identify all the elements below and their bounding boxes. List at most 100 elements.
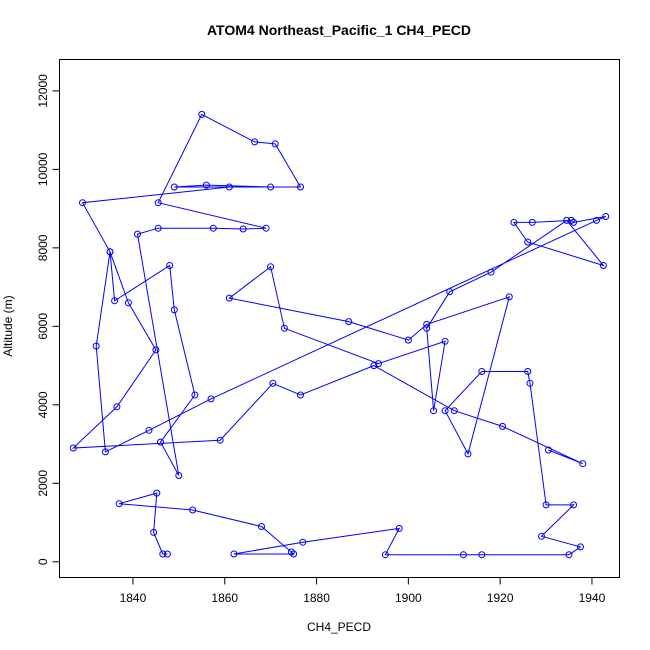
- data-point: [538, 532, 545, 540]
- data-point: [209, 224, 217, 232]
- data-point: [154, 224, 162, 232]
- series-group: [69, 110, 610, 559]
- y-tick-label: 0: [36, 558, 50, 565]
- data-point: [225, 183, 233, 191]
- x-tick-label: 1860: [211, 591, 238, 605]
- data-point: [166, 262, 174, 269]
- data-point: [593, 216, 600, 224]
- data-point: [345, 318, 353, 326]
- data-point: [423, 324, 431, 332]
- data-point: [154, 199, 162, 207]
- data-point: [299, 538, 307, 546]
- data-point: [544, 446, 552, 454]
- data-point: [124, 299, 132, 307]
- data-point: [459, 551, 467, 559]
- data-point: [570, 218, 578, 226]
- data-point: [287, 548, 295, 556]
- data-point: [145, 426, 153, 434]
- data-point: [528, 218, 536, 226]
- data-point: [423, 320, 431, 328]
- data-point: [404, 336, 412, 344]
- data-point: [115, 500, 123, 508]
- data-point: [113, 403, 121, 411]
- data-point: [239, 225, 247, 233]
- data-point: [111, 297, 119, 305]
- data-point: [565, 551, 573, 559]
- data-point: [271, 140, 279, 148]
- data-point: [370, 362, 378, 370]
- data-point: [375, 360, 382, 368]
- data-point: [563, 216, 571, 224]
- data-point: [579, 460, 587, 468]
- data-point: [542, 501, 550, 509]
- y-tick-label: 6000: [36, 313, 50, 340]
- data-point: [163, 550, 171, 558]
- data-point: [577, 543, 584, 551]
- data-point: [297, 183, 304, 191]
- series-line: [71, 113, 606, 556]
- data-point: [230, 550, 238, 558]
- data-point: [297, 391, 304, 399]
- data-point: [381, 551, 389, 559]
- data-point: [159, 550, 167, 558]
- data-point: [526, 379, 534, 387]
- data-point: [189, 506, 197, 514]
- data-point: [570, 501, 578, 509]
- data-point: [191, 391, 199, 399]
- x-tick-label: 1880: [303, 591, 330, 605]
- data-point: [69, 444, 77, 452]
- data-point: [280, 324, 288, 332]
- data-point: [450, 407, 458, 415]
- data-point: [258, 523, 265, 530]
- data-point: [446, 288, 454, 296]
- data-point: [157, 438, 164, 446]
- y-tick-label: 2000: [36, 470, 50, 497]
- data-point: [478, 551, 486, 559]
- data-point: [170, 183, 178, 191]
- data-point: [478, 368, 486, 375]
- y-tick-label: 8000: [36, 234, 50, 261]
- data-point: [198, 110, 206, 118]
- data-point: [225, 294, 233, 302]
- data-point: [262, 224, 270, 232]
- y-tick-label: 12000: [36, 74, 50, 108]
- data-point: [567, 216, 575, 224]
- data-point: [441, 337, 449, 345]
- data-point: [150, 528, 158, 536]
- data-point: [441, 407, 449, 415]
- data-point: [175, 472, 183, 479]
- data-point: [216, 436, 224, 444]
- x-tick-label: 1900: [395, 591, 422, 605]
- data-point: [505, 293, 513, 301]
- data-point: [202, 181, 210, 189]
- data-point: [79, 199, 86, 207]
- data-point: [152, 346, 160, 354]
- data-point: [290, 550, 298, 558]
- data-point: [92, 342, 100, 350]
- data-point: [464, 450, 472, 458]
- data-point: [134, 230, 141, 238]
- data-point: [510, 218, 518, 226]
- data-point: [487, 268, 495, 276]
- data-point: [524, 368, 532, 375]
- y-axis-label: Altitude (m): [1, 295, 15, 356]
- data-point: [269, 379, 277, 387]
- data-point: [170, 306, 178, 314]
- data-point: [499, 422, 506, 430]
- data-point: [524, 238, 532, 246]
- x-axis-label: CH4_PECD: [307, 620, 371, 634]
- data-point: [430, 407, 438, 415]
- data-point: [251, 138, 259, 146]
- y-tick-label: 10000: [36, 152, 50, 186]
- plot-frame: [59, 59, 620, 578]
- data-point: [267, 263, 275, 271]
- x-tick-label: 1920: [487, 591, 514, 605]
- data-point: [599, 262, 607, 269]
- chart-title: ATOM4 Northeast_Pacific_1 CH4_PECD: [207, 22, 471, 38]
- axes-group: 1840 1860 1880 1900 1920 1940 0 2000 4000 6000 800…: [36, 74, 605, 605]
- data-point: [106, 248, 114, 256]
- data-point: [267, 183, 275, 191]
- y-tick-label: 4000: [36, 391, 50, 418]
